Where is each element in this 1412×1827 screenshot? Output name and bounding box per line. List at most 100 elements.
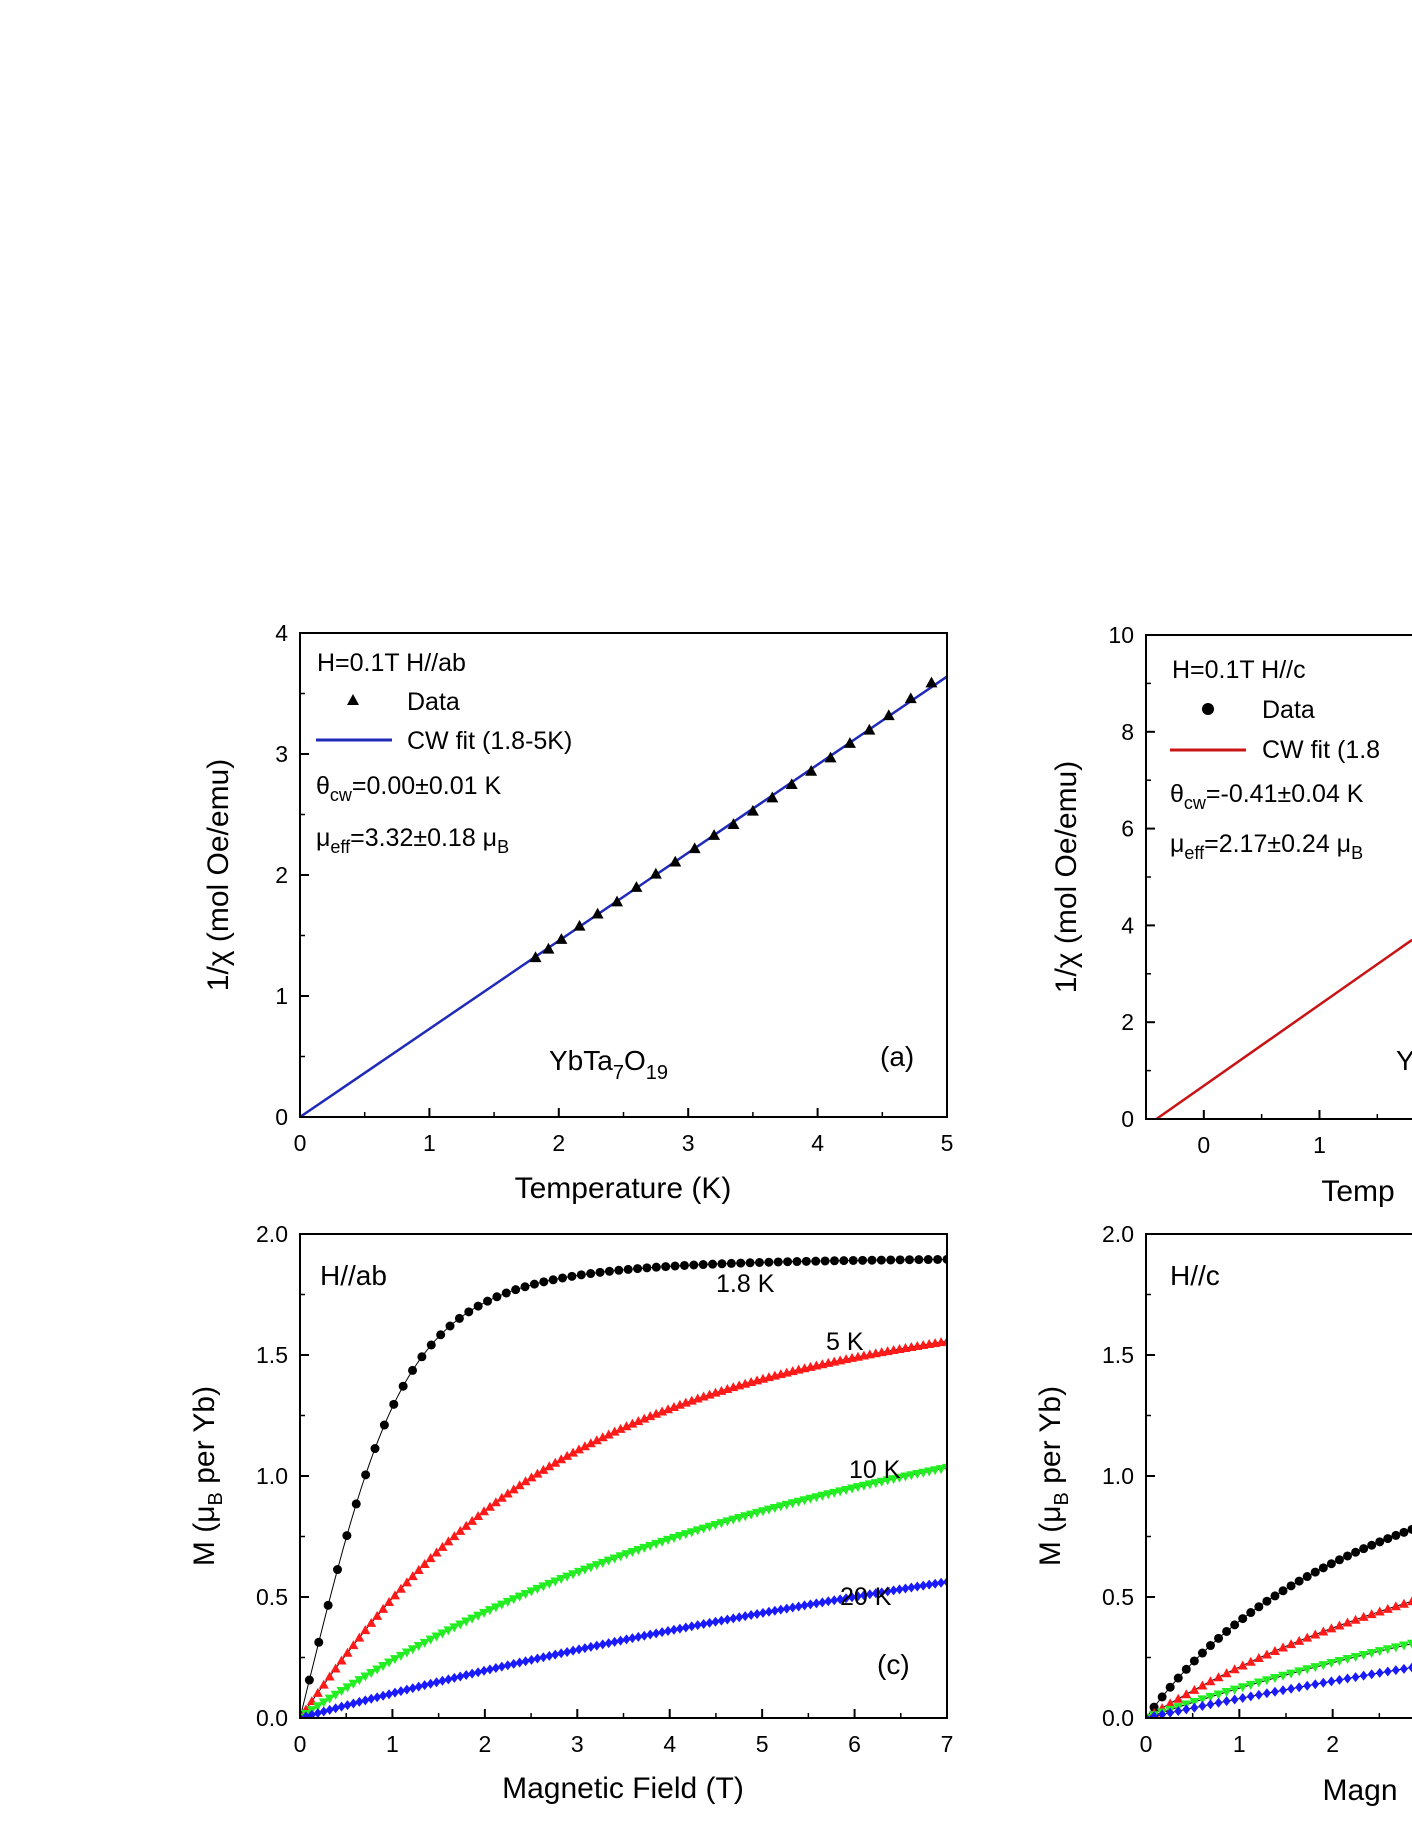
panel-c-series-2-point-61 <box>657 1537 668 1547</box>
panel-c-series-0-point-15 <box>436 1330 446 1340</box>
panel-c-series-2-point-7 <box>336 1687 347 1697</box>
panel-c-series-2-point-84 <box>793 1497 804 1507</box>
panel-c-xtick-label-7: 7 <box>941 1731 954 1757</box>
panel-c-series-1-point-3 <box>312 1687 323 1697</box>
panel-c-series-2-point-49 <box>585 1563 596 1573</box>
panel-c-series-3-point-74 <box>735 1612 744 1623</box>
panel-d-series-3-point-12 <box>1238 1692 1247 1703</box>
panel-d-series-3-point-4 <box>1174 1706 1183 1717</box>
panel-c-xlabel: Magnetic Field (T) <box>502 1772 744 1805</box>
panel-c-series-1-point-30 <box>473 1511 484 1521</box>
panel-c-series-0-point-31 <box>586 1269 596 1279</box>
panel-a-xtick-label-1: 1 <box>423 1130 436 1156</box>
panel-a-data-point-10 <box>708 829 721 840</box>
panel-c-series-3-point-107 <box>931 1578 940 1589</box>
panel-c-series-2-point-26 <box>449 1623 460 1633</box>
panel-a-ytick-label-0: 0 <box>275 1104 288 1130</box>
panel-c-series-3-point-20 <box>414 1681 423 1692</box>
panel-c-series-3-point-101 <box>895 1584 904 1595</box>
panel-d-series-1-point-11 <box>1229 1664 1240 1674</box>
panel-a-label: (a) <box>880 1041 914 1072</box>
panel-c-series-3-point-22 <box>426 1678 435 1689</box>
panel-c-series-2-point-51 <box>597 1558 608 1568</box>
panel-d-series-0-point-11 <box>1230 1620 1240 1630</box>
panel-d-ytick-label-2: 1.0 <box>1102 1463 1134 1489</box>
panel-c-series-3-point-105 <box>919 1580 928 1591</box>
panel-a-xtick-label-0: 0 <box>294 1130 307 1156</box>
panel-d-series-3-point-33 <box>1408 1662 1412 1673</box>
panel-d-series-1-point-23 <box>1326 1623 1337 1633</box>
panel-c-series-2-point-82 <box>781 1500 792 1510</box>
panel-a-compound: YbTa7O19 <box>549 1045 668 1084</box>
panel-c-series-0-point-40 <box>670 1261 680 1271</box>
panel-c-series-3-point-78 <box>758 1607 767 1618</box>
panel-a-ylabel: 1/χ (mol Oe/emu) <box>202 759 235 991</box>
panel-c-series-2-point-93 <box>847 1484 858 1494</box>
panel-b-ytick-label-3: 6 <box>1121 816 1134 842</box>
panel-c-series-3-point-55 <box>622 1634 631 1645</box>
panel-c-series-0-point-12 <box>408 1365 418 1375</box>
panel-c-series-0-point-36 <box>633 1264 643 1274</box>
panel-c-series-2-point-64 <box>674 1532 685 1542</box>
panel-c-series-0-point-44 <box>708 1259 718 1269</box>
panel-c-series-0-point-25 <box>529 1279 539 1289</box>
panel-d-series-3-point-3 <box>1166 1707 1175 1718</box>
panel-d-series-0-point-21 <box>1310 1567 1320 1577</box>
panel-c-series-0-point-62 <box>876 1255 886 1265</box>
panel-c-series-2-point-76 <box>746 1510 757 1520</box>
panel-a-data-point-14 <box>785 778 798 790</box>
panel-b-legend-data-label: Data <box>1262 696 1315 724</box>
panel-c-series-2-point-65 <box>680 1530 691 1540</box>
panel-d-series-3-point-26 <box>1351 1672 1360 1683</box>
panel-c-series-3-point-72 <box>723 1614 732 1625</box>
panel-c-series-0-point-65 <box>904 1255 914 1265</box>
panel-c-series-1-point-13 <box>372 1610 383 1620</box>
panel-c-series-2-point-90 <box>829 1488 840 1498</box>
panel-c-series-0-point-35 <box>623 1264 633 1274</box>
panel-a-xtick-label-2: 2 <box>552 1130 565 1156</box>
panel-c-series-2-point-58 <box>639 1543 650 1553</box>
panel-c-series-0-point-56 <box>820 1256 830 1266</box>
panel-d-series-0-point-5 <box>1181 1664 1191 1674</box>
panel-c-series-3-point-23 <box>432 1677 441 1688</box>
panel-c-series-2-point-12 <box>366 1668 377 1678</box>
panel-d-xtick-label-2: 2 <box>1326 1731 1339 1757</box>
panel-b-xlabel: Temp <box>1321 1175 1394 1208</box>
panel-c-series-3-point-96 <box>865 1589 874 1600</box>
panel-c-series-3-point-18 <box>402 1684 411 1695</box>
panel-c-series-3-point-89 <box>824 1596 833 1607</box>
panel-a-data-point-9 <box>688 842 701 854</box>
panel-a-data-point-11 <box>727 818 740 829</box>
panel-c-series-2-point-91 <box>835 1487 846 1497</box>
panel-c-series-3-point-31 <box>480 1665 489 1676</box>
panel-c-series-3-point-21 <box>420 1680 429 1691</box>
panel-d-series-2-point-32 <box>1398 1641 1409 1651</box>
panel-c-series-3-point-97 <box>871 1588 880 1599</box>
panel-d-series-0-point-13 <box>1246 1608 1256 1618</box>
panel-d-series-0-point-8 <box>1205 1641 1215 1651</box>
panel-d-curve-0 <box>1146 1528 1412 1718</box>
panel-d-series-1-point-20 <box>1302 1632 1313 1642</box>
panel-d-series-2-point-16 <box>1269 1674 1280 1684</box>
panel-c-series-1-point-5 <box>324 1671 335 1681</box>
panel-c-series-2-point-95 <box>858 1481 869 1491</box>
panel-a-data-point-2 <box>555 933 568 944</box>
panel-d-ytick-label-0: 0.0 <box>1102 1705 1134 1731</box>
panel-d-series-3-point-7 <box>1198 1701 1207 1712</box>
panel-d-series-3-point-31 <box>1391 1665 1400 1676</box>
panel-a-data-point-8 <box>669 855 682 867</box>
panel-c-series-1-point-21 <box>419 1559 430 1569</box>
panel-c-series-2-point-10 <box>354 1676 365 1686</box>
panel-d-series-1-point-3 <box>1165 1698 1176 1708</box>
panel-c-series-1-point-35 <box>502 1488 513 1498</box>
panel-c-series-2-point-42 <box>544 1579 555 1589</box>
panel-c-series-3-point-15 <box>385 1689 394 1700</box>
panel-c-series-3-point-91 <box>836 1594 845 1605</box>
panel-c-series-0-point-51 <box>773 1257 783 1267</box>
panel-d-series-3-point-32 <box>1399 1663 1408 1674</box>
panel-c-xtick-label-3: 3 <box>571 1731 584 1757</box>
panel-c-series-0-point-43 <box>698 1260 708 1270</box>
panel-c-series-2-point-63 <box>668 1533 679 1543</box>
